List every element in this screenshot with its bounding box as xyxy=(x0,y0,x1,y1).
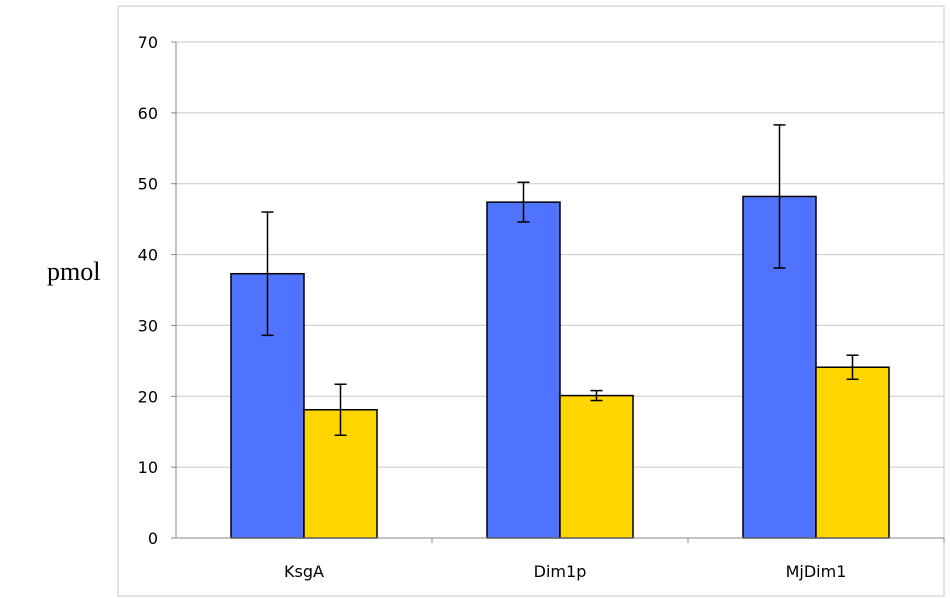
y-axis-label: pmol xyxy=(47,257,100,286)
y-tick-label: 40 xyxy=(138,246,158,265)
bar xyxy=(815,366,890,539)
y-tick-labels: 0 10 20 30 40 50 60 70 xyxy=(138,33,158,548)
y-tick-label: 50 xyxy=(138,175,158,194)
x-category-label: MjDim1 xyxy=(786,562,847,581)
bar xyxy=(559,394,634,539)
bar xyxy=(486,201,561,539)
x-category-label: Dim1p xyxy=(534,562,587,581)
y-tick-label: 20 xyxy=(138,387,158,406)
y-tick-label: 0 xyxy=(148,529,158,548)
axes xyxy=(171,41,945,543)
error-bars xyxy=(261,124,859,437)
x-category-labels: KsgA Dim1p MjDim1 xyxy=(284,562,846,581)
y-tick-label: 10 xyxy=(138,458,158,477)
x-category-label: KsgA xyxy=(284,562,324,581)
y-tick-label: 70 xyxy=(138,33,158,52)
y-tick-label: 30 xyxy=(138,316,158,335)
y-tick-label: 60 xyxy=(138,104,158,123)
